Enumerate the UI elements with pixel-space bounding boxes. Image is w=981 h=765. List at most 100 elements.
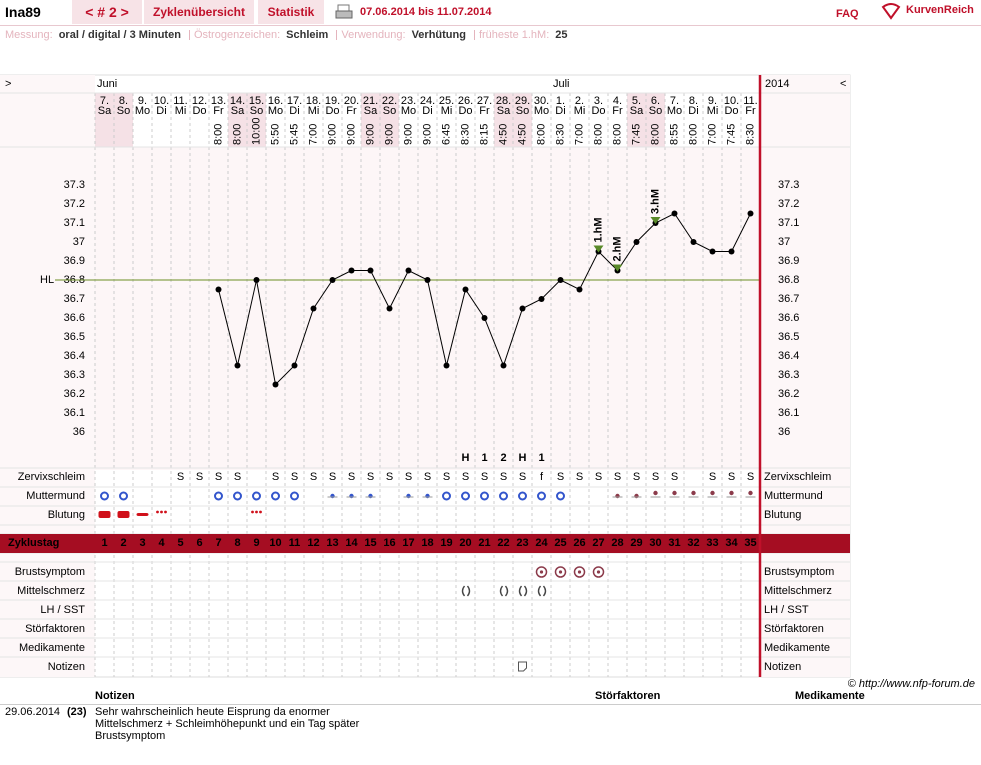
cervix-symbol: [346, 493, 357, 499]
temperature-point: [576, 286, 583, 293]
copyright[interactable]: © http://www.nfp-forum.de: [847, 678, 975, 690]
mucus-value: S: [196, 471, 203, 483]
weekday-label: Mo: [268, 105, 283, 117]
mucus-value: S: [291, 471, 298, 483]
cycle-day-label: Zyklustag: [8, 537, 59, 549]
weekday-label: So: [649, 105, 662, 117]
time-label: 8:30: [459, 124, 471, 145]
temperature-point: [747, 210, 754, 217]
time-label: 5:45: [288, 124, 300, 145]
y-tick-label: 37.2: [778, 198, 799, 210]
cycle-day: 9: [253, 537, 259, 549]
time-label: 9:00: [326, 124, 338, 145]
temperature-point: [481, 315, 488, 321]
hm-marker: [650, 217, 661, 224]
cervix-dot: [368, 493, 373, 499]
cycle-day: 5: [177, 537, 183, 549]
tab[interactable]: Statistik: [258, 0, 324, 24]
info-bar: Messung: oral / digital / 3 Minuten Östrog…: [5, 29, 572, 41]
y-tick-label: 36.6: [64, 312, 85, 324]
cycle-day: 16: [383, 537, 395, 549]
weekend-shade: [361, 93, 380, 147]
weekday-label: Mi: [175, 105, 187, 117]
weekday-label: Mo: [401, 105, 416, 117]
faq-link[interactable]: FAQ: [836, 8, 859, 20]
user-name[interactable]: Ina89: [5, 4, 41, 20]
temperature-point: [690, 239, 697, 245]
day-label: 28.: [496, 95, 511, 107]
cervix-symbol: [271, 491, 280, 501]
row-label: Medikamente: [19, 642, 85, 654]
day-label: 7.: [670, 95, 679, 107]
right-panel: [761, 75, 850, 677]
breast-symbol: [573, 566, 586, 578]
cycle-nav[interactable]: < # 2 >: [72, 0, 142, 24]
day-label: 21.: [363, 95, 378, 107]
mucus-value: S: [272, 471, 279, 483]
time-label: 6:45: [440, 124, 452, 145]
bleeding-dot: [255, 510, 258, 514]
notes-rule: [0, 704, 981, 705]
cervix-dot: [691, 490, 696, 496]
day-label: 11.: [173, 95, 187, 107]
cervix-circle: [271, 491, 280, 501]
weekend-shade: [494, 93, 513, 147]
time-label: 8:00: [649, 124, 661, 145]
cervix-dot: [425, 493, 430, 499]
bleeding-mark: [117, 511, 130, 518]
time-label: 8:00: [231, 124, 243, 145]
cycle-day: 15: [364, 537, 376, 549]
print-icon[interactable]: [335, 3, 353, 21]
brand-logo[interactable]: [880, 2, 902, 20]
peak-mark: 2: [500, 452, 506, 464]
cervix-symbol: [518, 491, 527, 501]
cervix-circle: [100, 491, 109, 501]
separator: [473, 30, 475, 41]
row-label: LH / SST: [764, 604, 809, 616]
cycle-day: 27: [592, 537, 604, 549]
y-tick-label: 36: [778, 426, 790, 438]
peak-mark: 1: [538, 452, 544, 464]
weekday-label: Mi: [308, 105, 320, 117]
time-label: 10:00: [250, 117, 262, 145]
day-label: 1.: [556, 95, 565, 107]
temperature-point: [633, 239, 640, 245]
bleeding-mark: [136, 513, 149, 516]
cycle-day: 3: [139, 537, 145, 549]
row-label: Medikamente: [764, 642, 830, 654]
weekday-label: Mo: [667, 105, 682, 117]
cervix-circle: [537, 491, 546, 501]
y-tick-label: 36.4: [64, 350, 85, 362]
brand[interactable]: KurvenReich: [906, 4, 974, 16]
weekday-label: Mi: [441, 105, 453, 117]
time-label: 8:00: [592, 124, 604, 145]
info-label: früheste 1.hM:: [478, 29, 550, 41]
breast-symbol: [592, 566, 605, 578]
day-label: 25.: [439, 95, 454, 107]
cervix-symbol: [252, 491, 261, 501]
cervix-symbol: [442, 491, 451, 501]
day-label: 24.: [420, 95, 435, 107]
row-label: Störfaktoren: [25, 623, 85, 635]
cervix-dot: [349, 493, 354, 499]
cycle-day: 26: [573, 537, 585, 549]
time-label: 9:00: [383, 124, 395, 145]
cycle-day: 22: [497, 537, 509, 549]
y-tick-label: 36.2: [64, 388, 85, 400]
peak-mark: 1: [481, 452, 487, 464]
weekday-label: Fr: [346, 105, 357, 117]
bleeding-dot: [259, 510, 262, 514]
mucus-value: S: [348, 471, 355, 483]
cycle-day: 32: [687, 537, 699, 549]
cervix-symbol: [612, 493, 623, 499]
mucus-value: S: [747, 471, 754, 483]
tab[interactable]: Zyklenübersicht: [144, 0, 254, 24]
weekday-label: Di: [555, 105, 565, 117]
temperature-point: [443, 362, 450, 369]
temperature-point: [671, 210, 678, 217]
weekday-label: Mo: [135, 105, 150, 117]
day-label: 22.: [382, 95, 397, 107]
cervix-symbol: [480, 491, 489, 501]
